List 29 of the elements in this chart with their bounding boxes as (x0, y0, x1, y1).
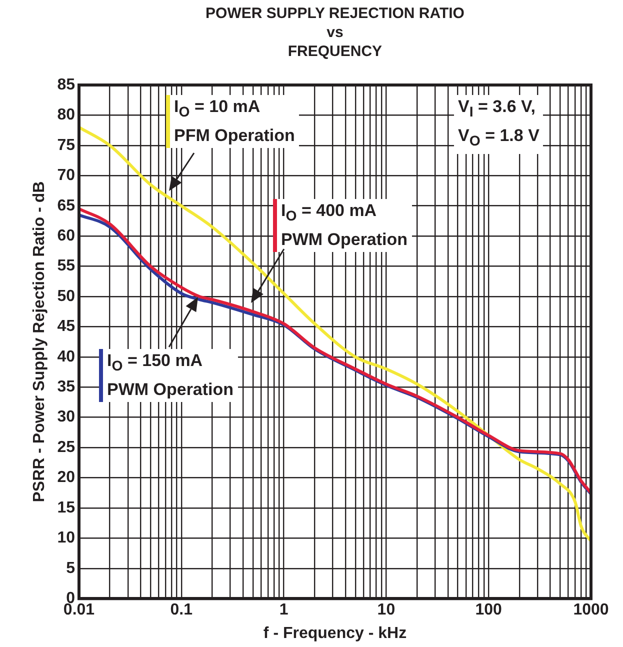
y-tick-label: 45 (57, 318, 76, 336)
chart-title: POWER SUPPLY REJECTION RATIO vs FREQUENCY (204, 4, 466, 61)
y-tick-label: 60 (57, 227, 76, 244)
x-tick-label: 1000 (573, 602, 609, 619)
y-tick-label: 70 (57, 167, 76, 184)
y-tick-label: 20 (57, 469, 76, 486)
y-tick-label: 65 (57, 197, 76, 214)
x-axis-title: f - Frequency - kHz (263, 624, 407, 642)
y-tick-label: 85 (57, 76, 76, 94)
y-tick-label: 50 (57, 288, 76, 305)
text: I$_{O}$ = 150 mA PWM Operation (98, 349, 238, 402)
y-tick-label: 40 (57, 348, 76, 366)
y-tick-label: 25 (57, 438, 76, 456)
y-tick-label: 80 (57, 106, 76, 124)
x-tick-label: 1 (279, 602, 288, 619)
text: I$_{O}$ = 400 mA PWM Operation (272, 199, 412, 252)
y-tick-label: 30 (57, 408, 76, 426)
y-axis-title: PSRR - Power Supply Rejection Ratio - dB (31, 181, 48, 502)
annotation: V$_{I}$ = 3.6 V, V$_{O}$ = 1.8 V (454, 95, 544, 154)
y-tick-label: 55 (57, 258, 76, 275)
y-tick-label: 15 (57, 499, 76, 516)
y-tick-label: 10 (57, 530, 76, 547)
x-tick-label: 10 (377, 602, 396, 619)
x-tick-label: 100 (475, 602, 502, 619)
x-tick-label: 0.1 (170, 602, 193, 619)
y-tick-label: 75 (57, 136, 76, 154)
y-tick-label: 5 (66, 560, 76, 577)
y-tick-label: 35 (57, 378, 76, 396)
text: I$_{O}$ = 10 mA PFM Operation (166, 95, 299, 148)
